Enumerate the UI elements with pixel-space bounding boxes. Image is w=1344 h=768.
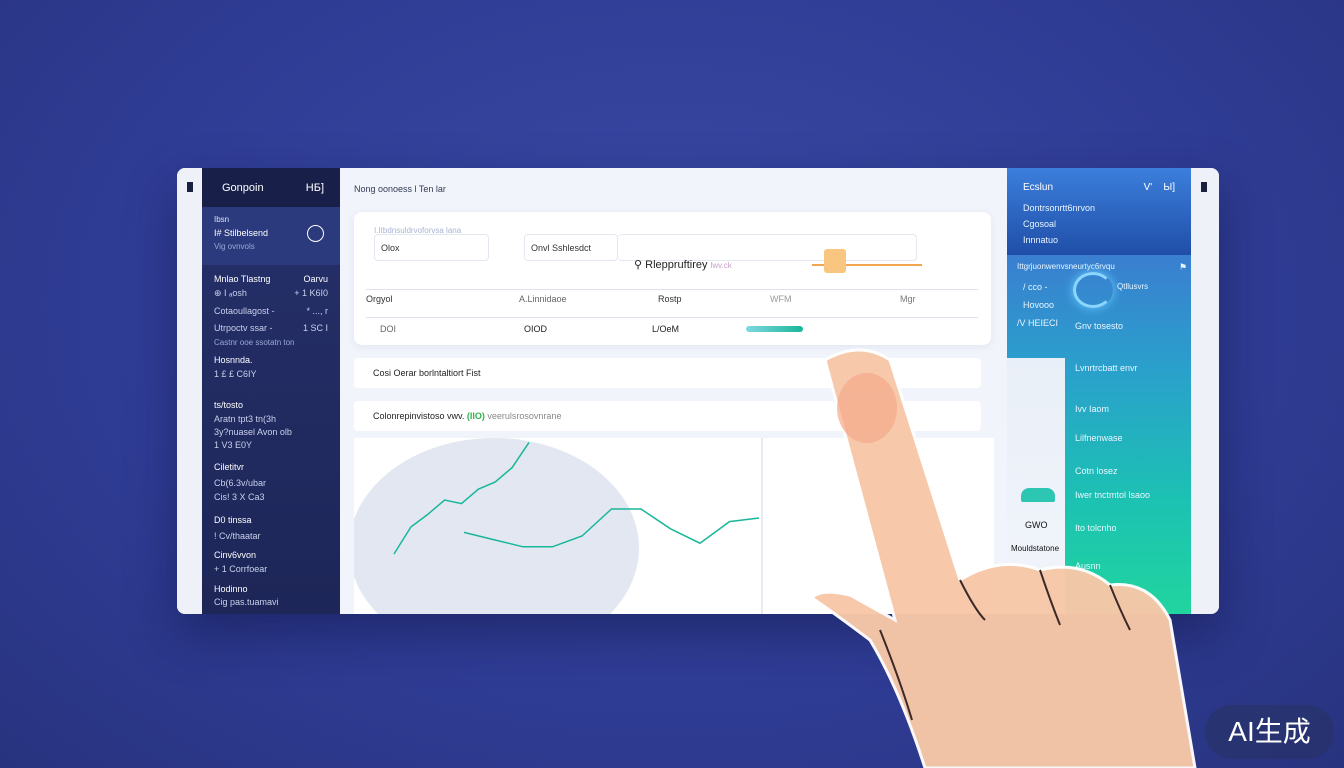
line: Cig pas.tuamavi	[214, 597, 279, 607]
flag-icon[interactable]: ⚑	[1179, 262, 1188, 272]
line: + 1 Corrfoear	[214, 564, 268, 574]
sidebar-row[interactable]: Cotaoullagost - * ..., r	[214, 306, 328, 317]
user-card[interactable]: Ibsn I# Stilbelsend Vig ovnvols	[202, 207, 340, 265]
sidebar-row[interactable]: Utrpoctv ssar - 1 SC I	[214, 323, 328, 334]
column-header[interactable]: Rostp	[658, 294, 682, 304]
line: ! Cv/thaatar	[214, 531, 261, 541]
gauge-icon	[1073, 272, 1113, 308]
series-line-1	[393, 441, 530, 555]
list-item[interactable]: Lilfnenwase	[1075, 433, 1123, 443]
info-text: Colonrepinvistoso vwv.	[373, 411, 465, 421]
field-1[interactable]: Olox	[374, 234, 489, 261]
column-header[interactable]: Orgyol	[366, 294, 393, 304]
row-value: * ..., r	[306, 306, 328, 316]
user-sub: Vig ovnvols	[214, 242, 255, 251]
section-right: Oarvu	[303, 274, 328, 284]
slider-hint: lwv.ck	[710, 261, 732, 270]
row-value: + 1 K6I0	[294, 288, 328, 298]
progress-bar	[746, 326, 803, 332]
row-label: 1 £ £ C6IY	[214, 369, 257, 379]
user-name: I# Stilbelsend	[214, 228, 269, 238]
sidebar-header: Gonpoin HБ]	[202, 168, 340, 207]
ai-generated-badge: AI生成	[1205, 705, 1334, 759]
avatar-circle-icon[interactable]	[307, 225, 324, 242]
slider-label-text: Rleppruftirey	[645, 259, 708, 271]
right-panel-header: Ecslun V' Ы] Dontrsonrtt6nrvon Cgosoal In…	[1007, 168, 1191, 255]
list-item[interactable]: Cotn losez	[1075, 466, 1118, 476]
breadcrumb[interactable]: Nong oonoess l Ten lar	[354, 184, 446, 194]
divider	[366, 317, 978, 318]
user-label: Ibsn	[214, 215, 230, 224]
row-label: Cotaoullagost -	[214, 306, 275, 316]
sidebar-section-header[interactable]: Mnlao Tlastng Oarvu	[214, 274, 328, 285]
window-handle-icon	[1201, 182, 1207, 192]
panel-line: Dontrsonrtt6nrvon	[1023, 203, 1096, 213]
field-label: I.Itbdnsuldrvoforvsa lana	[374, 226, 462, 235]
field-2[interactable]: Onvl Sshlesdct	[524, 234, 618, 261]
app-title: Gonpoin	[222, 181, 264, 194]
cell: DOI	[380, 324, 397, 334]
check-icon[interactable]: V'	[1143, 182, 1153, 193]
list-item[interactable]: Ito tolcnho	[1075, 523, 1117, 533]
list-item[interactable]: Lvnrtrcbatt envr	[1075, 363, 1138, 373]
section-title: Mnlao Tlastng	[214, 274, 271, 284]
line: Cb(6.3v/ubar	[214, 478, 267, 488]
window-handle-icon	[187, 182, 193, 192]
menu-icon[interactable]: Ы]	[1163, 182, 1175, 193]
right-edge	[1191, 168, 1219, 614]
header-badge[interactable]: HБ]	[305, 181, 324, 194]
section-label: Ittgrjuonwenvsneurtyc6rvqu	[1017, 262, 1115, 271]
stat: / cco -	[1023, 282, 1048, 292]
panel-line: Innnatuo	[1023, 235, 1059, 245]
list-item[interactable]: Iwer tnctmtol lsaoo	[1075, 490, 1151, 500]
overlay-label: Mouldstatone	[1011, 544, 1060, 553]
cell: L/OeM	[652, 324, 680, 334]
row-value: 1 SC I	[302, 323, 328, 333]
line: Aratn tpt3 tn(3h	[214, 414, 277, 424]
column-header[interactable]: A.Linnidaoe	[519, 294, 567, 304]
section-title[interactable]: ts/tosto	[214, 400, 244, 410]
slider-field[interactable]	[618, 234, 917, 261]
column-header[interactable]: WFM	[770, 294, 792, 304]
decorative-blob	[354, 438, 639, 614]
section-title[interactable]: Ciletitvr	[214, 462, 245, 472]
row-label: Utrpoctv ssar -	[214, 323, 273, 333]
section-title[interactable]: Hosnnda.	[214, 355, 253, 365]
series-line-2	[463, 508, 760, 548]
panel-title: Ecslun	[1023, 182, 1054, 193]
cell: OIOD	[524, 324, 548, 334]
sidebar-row[interactable]: ⊕ I ₐosh + 1 K6I0	[214, 288, 328, 299]
row-label: ⊕ I ₐosh	[214, 288, 247, 298]
section-note: Castnr ooe ssotatn ton	[214, 338, 295, 347]
list-item[interactable]: Ivv Iaom	[1075, 404, 1110, 414]
slider-track[interactable]	[812, 264, 922, 266]
line: Cis! 3 X Ca3	[214, 492, 265, 502]
stat: Hovooo	[1023, 300, 1055, 310]
cloud-icon	[1021, 488, 1055, 502]
left-edge	[177, 168, 202, 614]
filter-card: I.Itbdnsuldrvoforvsa lana Olox Onvl Sshl…	[354, 212, 991, 345]
panel-line: Cgosoal	[1023, 219, 1057, 229]
divider	[366, 289, 978, 290]
list-item[interactable]: Ausnn	[1075, 561, 1101, 571]
info-text: veerulsrosovnrane	[487, 411, 562, 421]
section-title[interactable]: Hodinno	[214, 584, 248, 594]
section-title[interactable]: D0 tinssa	[214, 515, 252, 525]
stat: /V HEIECI	[1017, 318, 1059, 328]
column-header[interactable]: Mgr	[900, 294, 916, 304]
overlay-label: GWO	[1025, 520, 1048, 530]
slider-knob[interactable]	[824, 249, 846, 273]
info-badge: (IIO)	[466, 411, 485, 421]
slider-label: ⚲ Rleppruftirey lwv.ck	[634, 259, 732, 271]
sidebar: Gonpoin HБ] Ibsn I# Stilbelsend Vig ovnv…	[202, 168, 340, 614]
section-title[interactable]: Cinv6vvon	[214, 550, 257, 560]
line: 1 V3 E0Y	[214, 440, 253, 450]
stat-label: Gnv tosesto	[1075, 321, 1124, 331]
line: 3y?nuasel Avon olb	[214, 427, 292, 437]
gauge-label: Qtllusvrs	[1117, 282, 1149, 291]
